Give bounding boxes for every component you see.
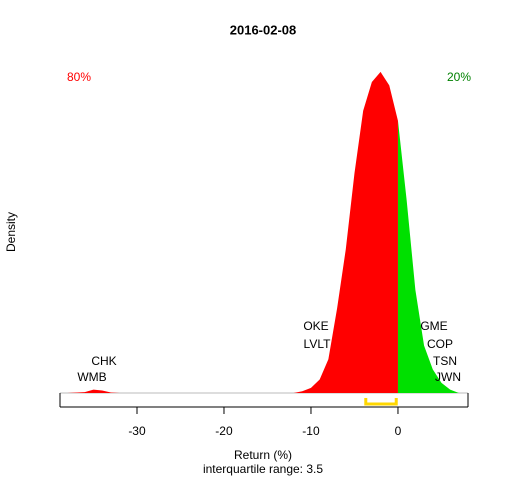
subtitle: interquartile range: 3.5 xyxy=(203,462,323,476)
x-tick-label: 0 xyxy=(395,424,402,438)
stock-label: TSN xyxy=(433,354,457,368)
stock-label: LVLT xyxy=(304,337,332,351)
x-tick-label: -30 xyxy=(128,424,146,438)
share-label: 20% xyxy=(447,70,471,84)
x-tick-label: -20 xyxy=(215,424,233,438)
density-area xyxy=(397,120,459,393)
chart-title: 2016-02-08 xyxy=(230,22,297,37)
iqr-bracket xyxy=(364,398,398,406)
share-label: 80% xyxy=(67,70,91,84)
x-axis-label: Return (%) xyxy=(234,448,292,462)
stock-label: WMB xyxy=(77,370,106,384)
stock-label: OKE xyxy=(303,319,328,333)
stock-label: CHK xyxy=(91,354,116,368)
x-tick-label: -10 xyxy=(302,424,320,438)
stock-label: COP xyxy=(427,337,453,351)
y-axis-label: Density xyxy=(4,212,18,252)
density-area xyxy=(67,71,398,394)
stock-label: JWN xyxy=(435,370,461,384)
stock-label: GME xyxy=(420,319,447,333)
